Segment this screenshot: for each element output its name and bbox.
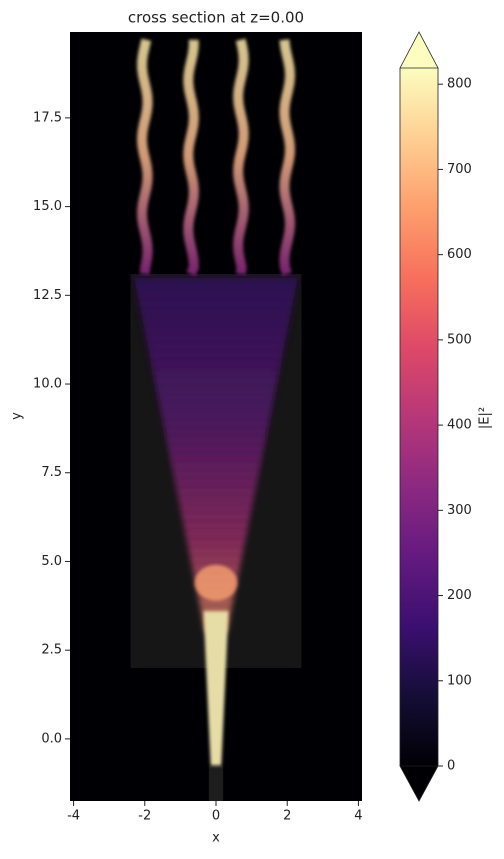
field-bright (136, 38, 296, 766)
output-guide (136, 38, 153, 275)
y-tick-label: 2.5 (41, 643, 62, 658)
field-fan (134, 277, 298, 633)
colorbar-tick-label: 0 (447, 759, 455, 774)
colorbar-tick-label: 700 (447, 162, 472, 177)
output-guide (279, 39, 296, 276)
x-tick-label: -2 (138, 809, 151, 824)
colorbar-tick-label: 200 (447, 588, 472, 603)
output-guide (233, 38, 249, 275)
colorbar-tick-label: 500 (447, 332, 472, 347)
colorbar-extend-top (399, 31, 439, 69)
y-axis-label: y (10, 412, 25, 420)
y-tick-label: 17.5 (33, 110, 62, 125)
input-stub (208, 765, 224, 801)
x-tick-label: 0 (212, 809, 220, 824)
field (70, 32, 362, 801)
colorbar-tick-label: 100 (447, 673, 472, 688)
colorbar-label: |E|² (478, 407, 493, 429)
colorbar-tick-label: 800 (447, 77, 472, 92)
y-tick-label: 7.5 (41, 465, 62, 480)
x-tick-label: 2 (283, 809, 291, 824)
y-tick-label: 5.0 (41, 554, 62, 569)
colorbar-extend-bottom (399, 765, 439, 802)
x-tick-label: -4 (67, 809, 80, 824)
y-tick-label: 10.0 (33, 377, 62, 392)
colorbar-outline (399, 68, 439, 766)
y-tick-label: 0.0 (41, 731, 62, 746)
colorbar-tick-label: 600 (447, 247, 472, 262)
x-axis-label: x (212, 831, 220, 846)
y-tick-label: 15.0 (33, 199, 62, 214)
colorbar-tick-label: 400 (447, 418, 472, 433)
input-beam (203, 611, 229, 766)
colorbar-tick-label: 300 (447, 503, 472, 518)
colorbar (400, 68, 438, 766)
x-tick-label: 4 (354, 809, 362, 824)
output-guide (183, 39, 199, 276)
beam-spread (194, 564, 238, 601)
chart-title: cross section at z=0.00 (128, 9, 304, 27)
y-tick-label: 12.5 (33, 288, 62, 303)
